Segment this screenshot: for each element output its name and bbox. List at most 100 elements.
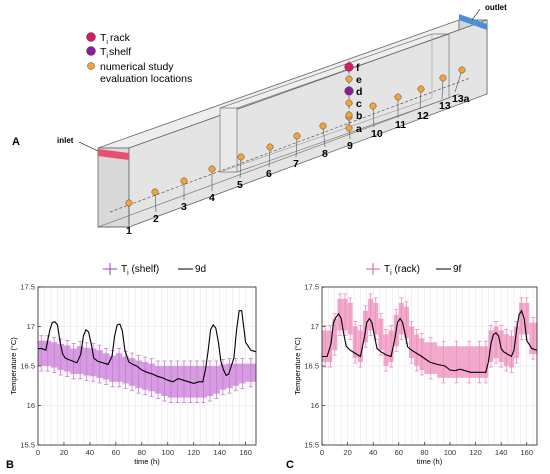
x-tick-label: 80 (138, 448, 146, 457)
rack-box-side (236, 34, 450, 173)
column-location-marker (345, 75, 353, 83)
outlet-bar (459, 14, 487, 30)
x-axis-label: time (h) (417, 457, 443, 466)
column-location-marker (345, 111, 353, 119)
x-tick-label: 60 (395, 448, 403, 457)
x-tick-label: 160 (239, 448, 252, 457)
floor-location-label: 1 (126, 225, 132, 237)
floor-location-label: 8 (322, 148, 328, 160)
y-axis-label: Temperature (°C) (293, 337, 302, 395)
floor-location-marker (458, 66, 466, 74)
floor-location-label: 10 (371, 128, 383, 140)
y-tick-label: 17.5 (20, 283, 35, 292)
column-location-marker (344, 62, 354, 72)
column-location-label: a (356, 123, 362, 135)
x-tick-label: 0 (320, 448, 324, 457)
chart-c: 0 20 40 60 80 100 120 140 160 15.5 16 16.5 17 17.5 tim… (293, 283, 538, 466)
floor-location-leader (295, 135, 298, 158)
chart-b-legend-9d: 9d (195, 264, 206, 275)
floor-location-marker (417, 85, 425, 93)
column-location-marker (345, 124, 353, 132)
floor-location-marker (208, 165, 216, 173)
x-tick-label: 100 (444, 448, 457, 457)
x-tick-label: 80 (420, 448, 428, 457)
rack-box-back-edge (219, 97, 433, 173)
floor-location-leader (441, 77, 444, 100)
x-tick-label: 40 (86, 448, 94, 457)
floor-location-label: 3 (181, 201, 187, 213)
floor-location-label: 7 (293, 158, 299, 170)
y-tick-label: 16.5 (20, 362, 35, 371)
y-tick-label: 16 (311, 401, 319, 410)
y-axis-label: Temperature (°C) (9, 337, 18, 395)
floor-location-leader (322, 125, 326, 148)
container-bottom-edge (97, 93, 460, 228)
y-tick-label: 16.5 (304, 362, 319, 371)
x-tick-label: 120 (469, 448, 482, 457)
floor-location-leader (372, 105, 375, 128)
floor-location-label: 9 (347, 140, 353, 152)
column-location-label: c (356, 98, 362, 110)
column-location-label: b (356, 110, 362, 122)
floor-location-marker (439, 74, 447, 82)
floor-location-leader (454, 69, 463, 93)
legend-eval-text-1: numerical study (100, 61, 174, 73)
column-location-marker (344, 86, 354, 96)
chart-c-legend-rack: Ti (rack) (384, 264, 420, 277)
x-tick-label: 60 (112, 448, 120, 457)
series-line (38, 310, 257, 384)
column-location-label: d (356, 86, 362, 98)
floor-location-marker (237, 153, 245, 161)
diagram-legend: Ti rack Tishelf numerical study evaluatio… (86, 32, 192, 85)
legend-rack-marker (86, 32, 96, 42)
y-tick-label: 17 (27, 322, 35, 331)
inlet-leader (78, 141, 99, 152)
rack-box-top (219, 33, 450, 109)
floor-location-marker (266, 143, 274, 151)
column-location-label: f (356, 62, 360, 74)
x-tick-label: 140 (213, 448, 226, 457)
floor-location-marker (151, 188, 159, 196)
floor-location-label: 11 (395, 119, 406, 131)
legend-shelf-marker (86, 46, 96, 56)
column-location-marker (345, 99, 353, 107)
outlet-leader (471, 8, 481, 21)
series-line (322, 309, 538, 373)
x-tick-label: 20 (343, 448, 351, 457)
x-tick-label: 20 (60, 448, 68, 457)
panel-label-c: C (286, 459, 294, 471)
floor-location-label: 5 (237, 179, 243, 191)
floor-location-marker (293, 132, 301, 140)
y-tick-label: 17 (311, 322, 319, 331)
outlet-label: outlet (485, 3, 507, 12)
floor-location-marker (369, 102, 377, 110)
panel-label-b: B (6, 459, 14, 471)
x-tick-label: 140 (495, 448, 508, 457)
floor-location-label: 13a (452, 93, 470, 105)
y-tick-label: 16 (27, 401, 35, 410)
legend-rack-text: Ti rack (100, 32, 131, 46)
x-tick-label: 160 (521, 448, 534, 457)
floor-location-label: 2 (153, 213, 159, 225)
floor-location-label: 13 (439, 100, 451, 112)
x-tick-label: 120 (187, 448, 200, 457)
floor-location-label: 12 (417, 110, 429, 122)
floor-location-leader (239, 156, 242, 179)
panel-label-a: A (12, 136, 20, 148)
x-tick-label: 40 (369, 448, 377, 457)
legend-eval-marker (87, 62, 95, 70)
rack-box-front (219, 107, 238, 173)
chart-c-legend: Ti (rack) 9f (366, 263, 462, 277)
x-tick-label: 0 (36, 448, 40, 457)
x-axis-label: time (h) (134, 457, 160, 466)
chart-b-legend-shelf: Ti (shelf) (121, 264, 159, 277)
chart-b: 0 20 40 60 80 100 120 140 160 15.5 16 16.5 17 17.5 tim… (9, 283, 257, 466)
floor-location-marker (125, 199, 133, 207)
inlet-label: inlet (57, 136, 74, 145)
x-tick-label: 100 (162, 448, 175, 457)
legend-shelf-text: Tishelf (100, 46, 131, 60)
floor-location-marker (319, 122, 327, 130)
